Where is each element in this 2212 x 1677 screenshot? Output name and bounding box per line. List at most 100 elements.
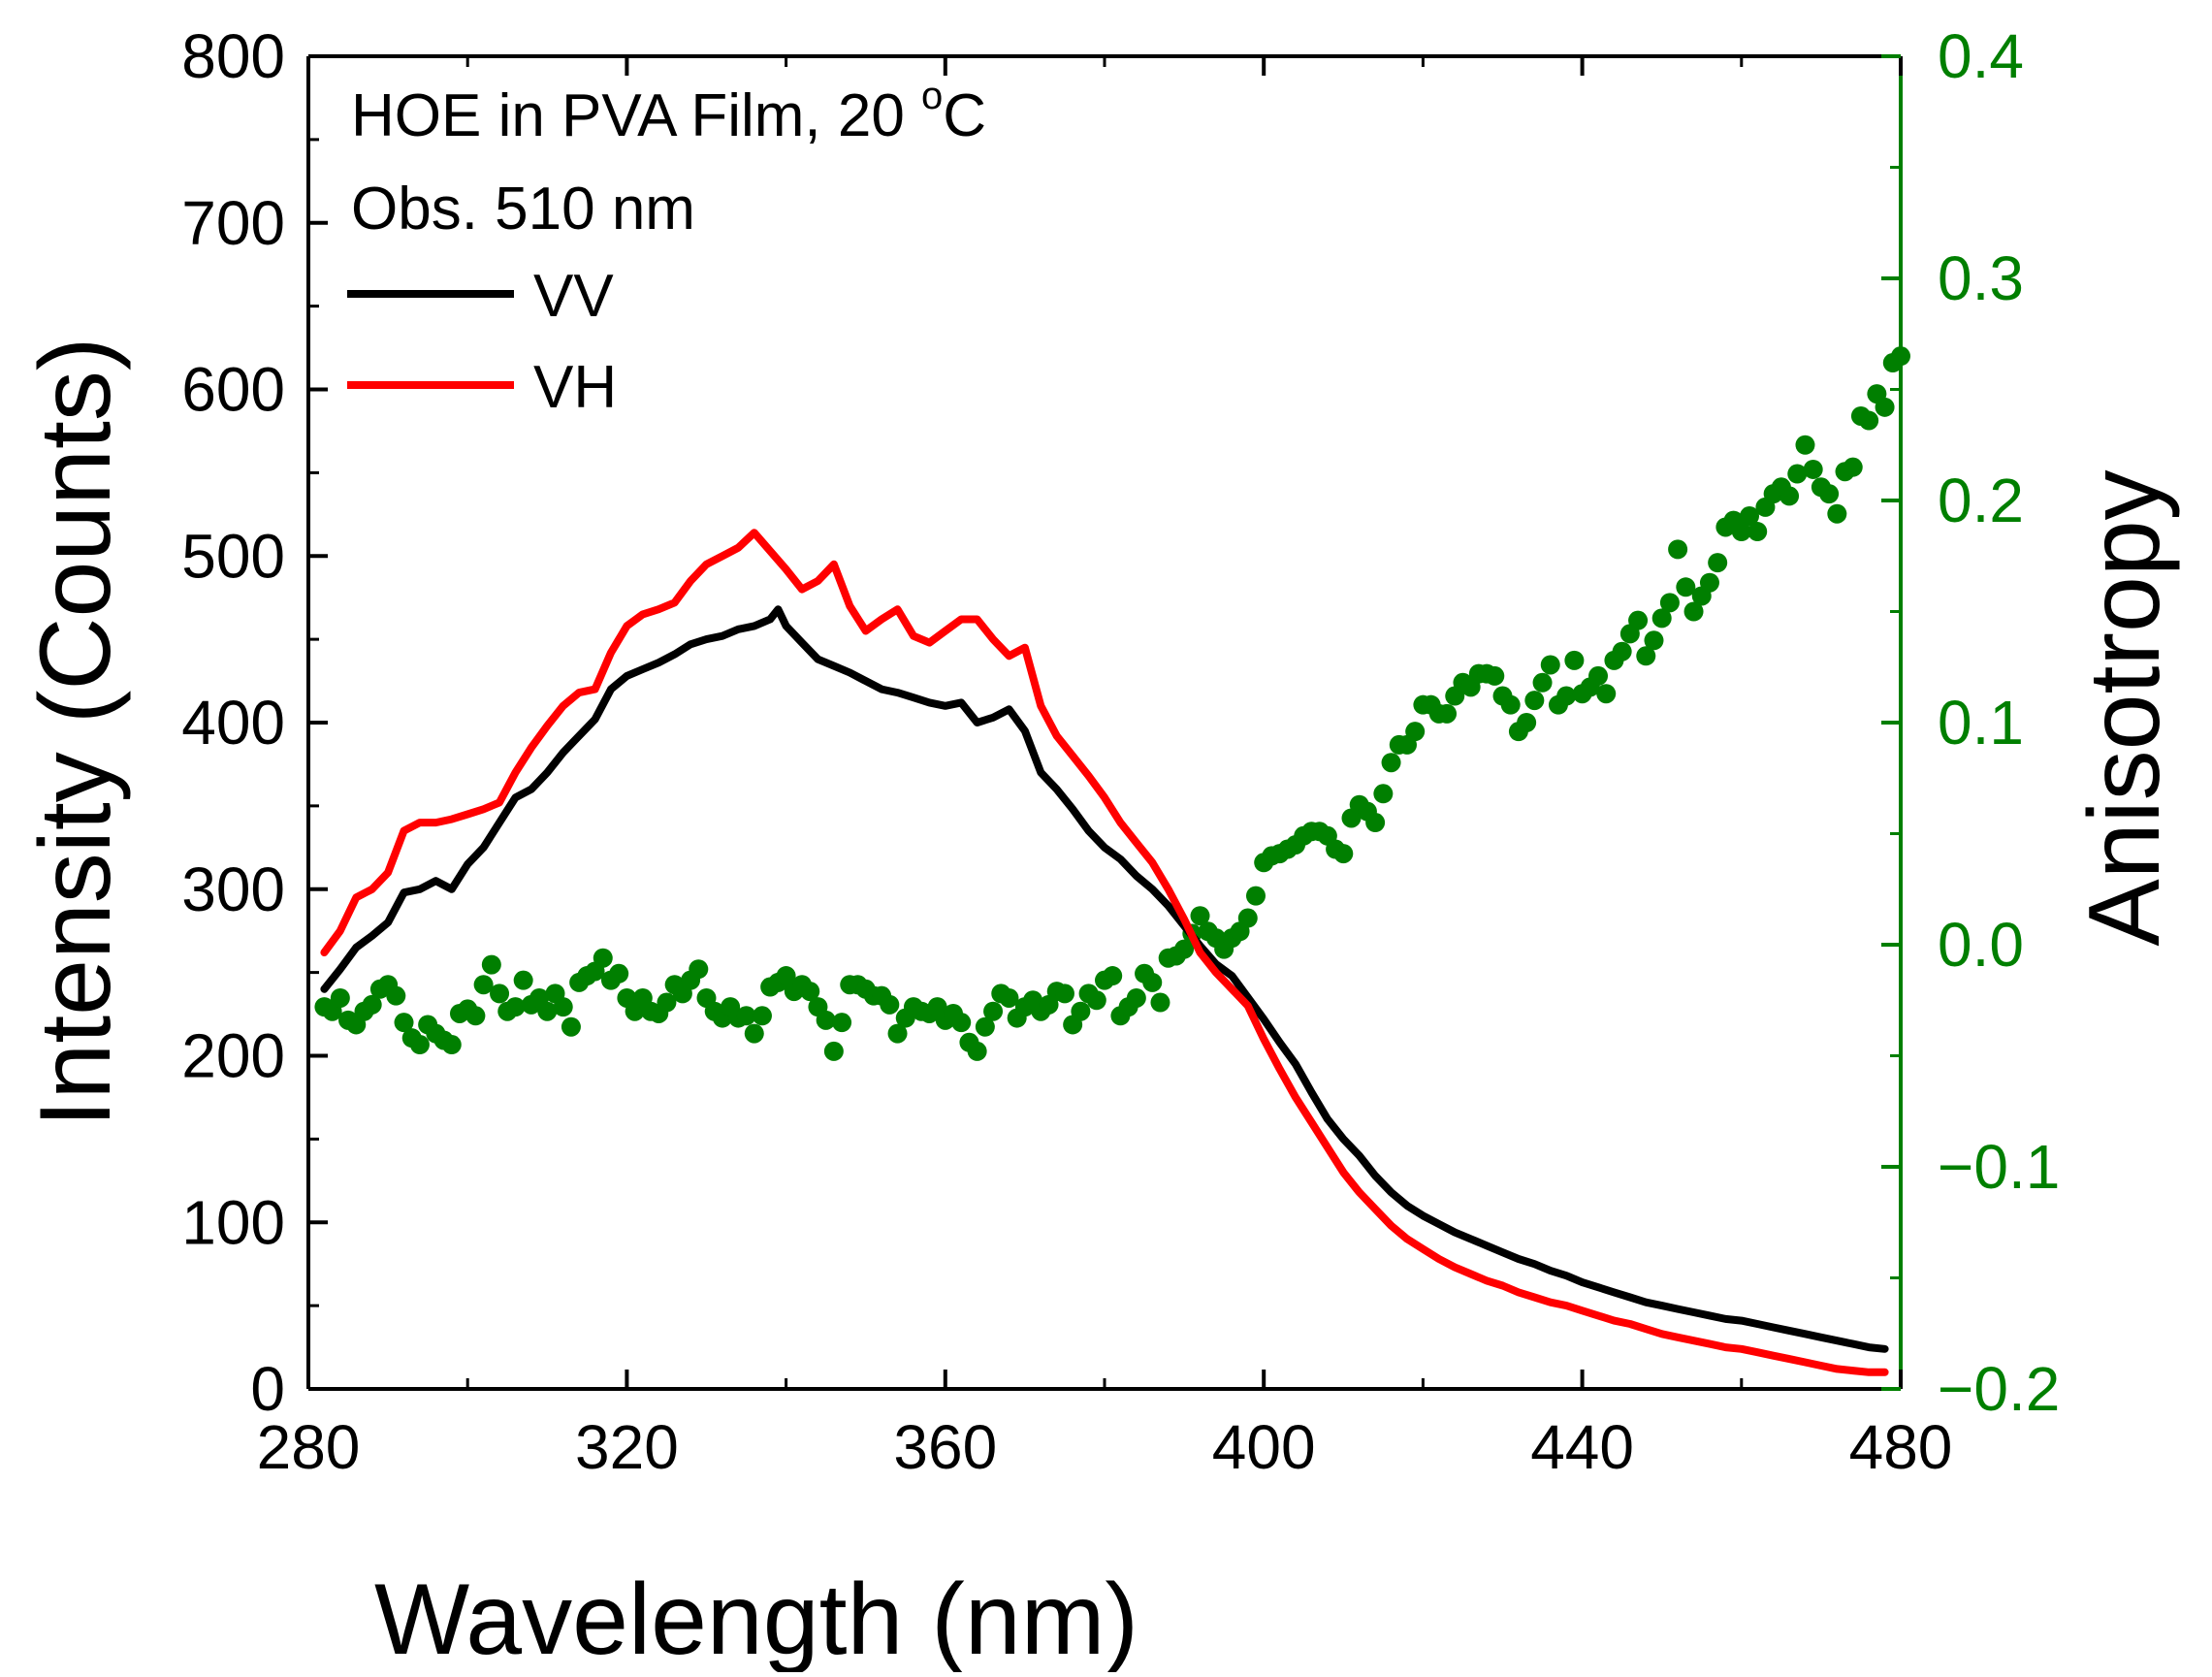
y-left-axis-ticks [308, 54, 328, 1391]
anisotropy-point [609, 963, 629, 984]
y-left-tick-label: 300 [181, 855, 285, 924]
anisotropy-point [1683, 601, 1704, 622]
anisotropy-point [561, 1016, 581, 1037]
intensity-lines [320, 529, 1889, 1376]
anisotropy-point [1803, 459, 1823, 479]
x-tick-label: 440 [1530, 1412, 1634, 1482]
annotation-sample-suffix: C [943, 82, 986, 149]
annotation-sample-prefix: HOE in PVA Film, 20 [351, 82, 921, 149]
anisotropy-point [1827, 503, 1847, 524]
x-axis-ticks [306, 56, 1903, 1389]
anisotropy-point [1126, 987, 1146, 1008]
anisotropy-point [1699, 572, 1719, 593]
anisotropy-point [823, 1041, 844, 1061]
anisotropy-point [465, 1006, 486, 1026]
anisotropy-point [1333, 844, 1354, 864]
y-left-tick-label: 0 [250, 1354, 285, 1424]
y-right-axis-title: Anisotropy [2068, 469, 2181, 946]
anisotropy-point [1644, 630, 1664, 651]
anisotropy-point [1875, 397, 1895, 417]
anisotropy-point [1245, 886, 1266, 906]
anisotropy-point [951, 1013, 972, 1033]
anisotropy-point [1532, 672, 1553, 693]
x-tick-label: 400 [1212, 1412, 1316, 1482]
annotation-degree: o [921, 75, 943, 117]
anisotropy-point [481, 954, 501, 975]
anisotropy-point [816, 1010, 836, 1030]
anisotropy-point [967, 1041, 987, 1061]
y-right-tick-label: 0.4 [1938, 21, 2024, 91]
legend-label-vh: VH [533, 354, 617, 421]
y-right-tick-label: −0.2 [1938, 1354, 2060, 1424]
anisotropy-point [1819, 484, 1840, 504]
legend-label-vv: VV [533, 263, 614, 330]
y-left-tick-label: 500 [181, 521, 285, 591]
anisotropy-point [1779, 486, 1800, 506]
anisotropy-point [1054, 984, 1074, 1004]
x-axis-tick-labels: 280 320 360 400 440 480 [257, 1412, 1953, 1482]
x-tick-label: 320 [575, 1412, 679, 1482]
x-tick-label: 360 [893, 1412, 997, 1482]
y-left-tick-label: 400 [181, 688, 285, 758]
anisotropy-point [394, 1013, 414, 1033]
anisotropy-point [409, 1035, 430, 1055]
anisotropy-point [1628, 610, 1649, 630]
anisotropy-point [1676, 577, 1696, 597]
y-right-tick-label: 0.3 [1938, 243, 2024, 313]
anisotropy-point [1485, 665, 1505, 686]
y-left-tick-label: 600 [181, 355, 285, 425]
anisotropy-point [505, 997, 526, 1017]
anisotropy-point [1103, 966, 1123, 986]
annotation-observation: Obs. 510 nm [351, 176, 695, 242]
y-left-tick-label: 200 [181, 1021, 285, 1091]
anisotropy-point [744, 1023, 764, 1044]
y-right-tick-label: 0.0 [1938, 910, 2024, 980]
y-left-tick-label: 700 [181, 188, 285, 258]
anisotropy-point [386, 985, 406, 1006]
anisotropy-point [441, 1035, 462, 1055]
anisotropy-point [1524, 691, 1545, 711]
anisotropy-point [1540, 655, 1560, 675]
y-left-tick-label: 800 [181, 21, 285, 91]
anisotropy-point [1556, 686, 1577, 706]
legend: VV VH [347, 263, 617, 421]
anisotropy-point [1500, 694, 1521, 715]
anisotropy-point [1373, 784, 1394, 804]
x-axis-title: Wavelength (nm) [374, 1564, 1138, 1672]
anisotropy-point [736, 1006, 756, 1026]
anisotropy-point [975, 1016, 995, 1037]
anisotropy-point [887, 1023, 908, 1044]
annotation-sample: HOE in PVA Film, 20 oC [351, 75, 986, 149]
anisotropy-point [1659, 593, 1680, 613]
anisotropy-point [490, 984, 510, 1004]
y-right-tick-label: 0.2 [1938, 466, 2024, 535]
anisotropy-point [1708, 553, 1728, 573]
anisotropy-point [1787, 464, 1808, 484]
anisotropy-point [657, 992, 677, 1013]
anisotropy-point [1859, 410, 1879, 431]
anisotropy-point [1636, 646, 1656, 666]
anisotropy-point [1365, 813, 1386, 833]
anisotropy-point [1740, 506, 1760, 527]
anisotropy-point [1651, 608, 1672, 629]
y-right-axis-ticks [1881, 54, 1901, 1391]
series-line-vv [320, 605, 1889, 1353]
y-left-tick-label: 100 [181, 1187, 285, 1257]
anisotropy-point [832, 1013, 852, 1033]
anisotropy-point [1747, 522, 1768, 542]
anisotropy-point [1588, 665, 1609, 686]
anisotropy-point [1237, 908, 1258, 928]
anisotropy-point [1517, 713, 1537, 732]
anisotropy-point [1071, 1001, 1091, 1021]
y-right-axis-tick-labels: −0.2 −0.1 0.0 0.1 0.2 0.3 0.4 [1938, 21, 2060, 1424]
anisotropy-point [880, 994, 900, 1015]
anisotropy-point [1174, 939, 1195, 959]
anisotropy-point [1795, 435, 1815, 455]
y-left-axis-tick-labels: 0 100 200 300 400 500 600 700 800 [181, 21, 285, 1424]
anisotropy-point [1405, 722, 1426, 742]
anisotropy-point [689, 959, 709, 980]
anisotropy-point [1190, 906, 1210, 926]
anisotropy-point [1612, 641, 1632, 661]
anisotropy-point [1142, 972, 1163, 992]
